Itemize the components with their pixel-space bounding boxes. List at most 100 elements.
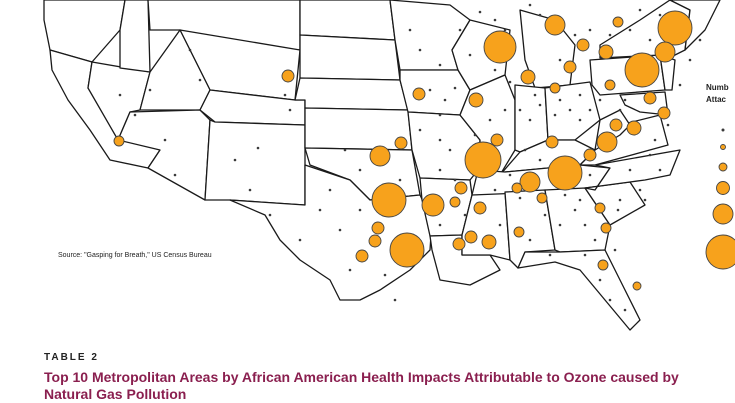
- impact-bubble: [604, 79, 616, 91]
- impact-bubble: [449, 196, 461, 208]
- city-dot: [628, 28, 632, 32]
- city-dot: [618, 198, 622, 202]
- city-dot: [608, 298, 612, 302]
- city-dot: [493, 68, 497, 72]
- impact-bubble: [473, 201, 487, 215]
- city-dot: [698, 38, 702, 42]
- impact-bubble: [626, 120, 642, 136]
- city-dot: [383, 273, 387, 277]
- city-dot: [173, 173, 177, 177]
- city-dot: [563, 193, 567, 197]
- state-new-england: [669, 0, 721, 51]
- city-dot: [543, 213, 547, 217]
- impact-bubble: [519, 171, 541, 193]
- legend-bubble: [718, 162, 728, 172]
- legend-title-line1: Numb: [706, 83, 729, 92]
- city-dot: [358, 208, 362, 212]
- impact-bubble: [598, 44, 614, 60]
- impact-bubble: [371, 221, 385, 235]
- city-dot: [343, 148, 347, 152]
- city-dot: [548, 253, 552, 257]
- map-source-note: Source: "Gasping for Breath," US Census …: [58, 252, 212, 259]
- legend-bubble: [705, 234, 735, 270]
- city-dot: [593, 238, 597, 242]
- impact-bubble: [576, 38, 590, 52]
- city-dot: [608, 33, 612, 37]
- impact-bubble: [468, 92, 484, 108]
- impact-bubble: [545, 135, 559, 149]
- impact-bubble: [583, 148, 597, 162]
- city-dot: [318, 208, 322, 212]
- city-dot: [653, 138, 657, 142]
- city-dot: [398, 178, 402, 182]
- city-dot: [518, 108, 522, 112]
- state-ohio: [544, 81, 601, 141]
- impact-bubbles: [113, 10, 693, 291]
- city-dot: [518, 196, 522, 200]
- city-dot: [418, 128, 422, 132]
- table-label: TABLE 2: [44, 352, 99, 363]
- impact-bubble: [594, 202, 606, 214]
- legend-bubbles: [705, 128, 735, 270]
- city-dot: [133, 113, 137, 117]
- city-dot: [533, 93, 537, 97]
- city-dot: [468, 53, 472, 57]
- legend-title-line2: Attac: [706, 95, 727, 104]
- impact-bubble: [490, 133, 504, 147]
- city-dot: [503, 28, 507, 32]
- city-dot: [583, 253, 587, 257]
- legend-bubble: [720, 144, 726, 150]
- city-dot: [438, 113, 442, 117]
- city-dot: [503, 108, 507, 112]
- city-dot: [648, 153, 652, 157]
- impact-bubble: [612, 16, 624, 28]
- impact-bubble: [513, 226, 525, 238]
- impact-bubble: [547, 155, 583, 191]
- impact-bubble: [369, 145, 391, 167]
- city-dot: [616, 208, 620, 212]
- impact-bubble: [632, 281, 642, 291]
- impact-bubble: [483, 30, 517, 64]
- city-dot: [598, 278, 602, 282]
- city-dot: [418, 48, 422, 52]
- city-dot: [598, 98, 602, 102]
- impact-bubble: [389, 232, 425, 268]
- state-florida: [517, 249, 641, 331]
- city-dot: [568, 108, 572, 112]
- city-dot: [578, 198, 582, 202]
- city-dot: [523, 148, 527, 152]
- impact-bubble: [657, 106, 671, 120]
- state-north-carolina: [584, 149, 681, 191]
- impact-bubble: [600, 222, 612, 234]
- city-dot: [493, 188, 497, 192]
- legend-bubble: [716, 181, 730, 195]
- city-dot: [338, 228, 342, 232]
- city-dot: [578, 93, 582, 97]
- city-dot: [613, 248, 617, 252]
- city-dot: [558, 223, 562, 227]
- impact-bubble: [544, 14, 566, 36]
- impact-bubble: [421, 193, 445, 217]
- city-dot: [268, 213, 272, 217]
- city-dot: [448, 148, 452, 152]
- city-dot: [618, 108, 622, 112]
- city-dot: [588, 28, 592, 32]
- impact-bubble: [563, 60, 577, 74]
- impact-bubble: [511, 182, 523, 194]
- city-dot: [163, 138, 167, 142]
- legend-title: Numb Attac: [706, 82, 729, 106]
- city-dot: [623, 308, 627, 312]
- impact-bubble: [281, 69, 295, 83]
- city-dot: [438, 63, 442, 67]
- city-dot: [573, 208, 577, 212]
- city-dot: [463, 213, 467, 217]
- city-dot: [558, 98, 562, 102]
- state-north-dakota: [299, 0, 396, 41]
- city-dot: [328, 188, 332, 192]
- impact-bubble: [536, 192, 548, 204]
- city-dot: [588, 108, 592, 112]
- city-dot: [288, 108, 292, 112]
- legend-bubble: [712, 203, 734, 225]
- city-dot: [553, 113, 557, 117]
- city-dot: [478, 10, 482, 14]
